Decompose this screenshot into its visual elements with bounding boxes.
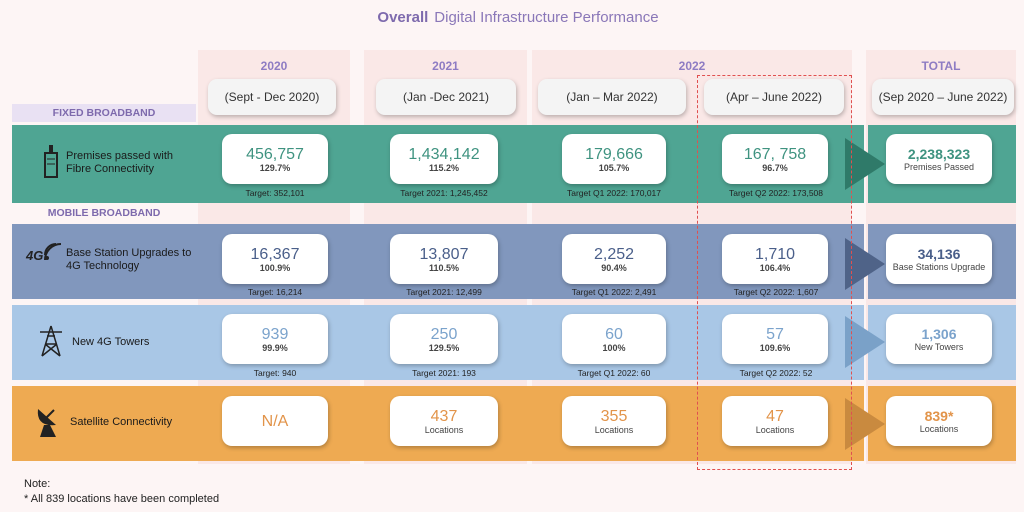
base-2020-card: 16,367 100.9% xyxy=(222,234,328,284)
satellite-2021-card: 437 Locations xyxy=(390,396,498,446)
fibre-2021-pct: 115.2% xyxy=(428,162,460,173)
satellite-q2-caption: Locations xyxy=(755,424,795,435)
row-label-towers: New 4G Towers xyxy=(72,335,150,348)
towers-total-value: 1,306 xyxy=(921,326,957,342)
towers-2021-card: 250 129.5% xyxy=(390,314,498,364)
towers-2021-target: Target 2021: 193 xyxy=(412,368,476,378)
note-heading: Note: xyxy=(24,478,51,490)
satellite-total-caption: Locations xyxy=(919,424,959,434)
towers-2020-target: Target: 940 xyxy=(253,368,297,378)
base-q1-pct: 90.4% xyxy=(601,262,627,273)
year-2022: 2022 xyxy=(678,59,706,73)
base-2021-target: Target 2021: 12,499 xyxy=(406,287,482,297)
fibre-2020-card: 456,757 129.7% xyxy=(222,134,328,184)
row-label-satellite: Satellite Connectivity xyxy=(70,415,173,428)
year-2020: 2020 xyxy=(260,59,288,73)
page-title: Overall Digital Infrastructure Performanc… xyxy=(377,9,659,26)
base-q1-card: 2,252 90.4% xyxy=(562,234,666,284)
highlight-q2-2022 xyxy=(697,75,852,470)
satellite-dish-icon xyxy=(37,409,56,437)
satellite-q1-card: 355 Locations xyxy=(562,396,666,446)
base-total-caption: Base Stations Upgrade xyxy=(892,262,986,272)
base-q2-pct: 106.4% xyxy=(759,262,791,273)
towers-q2-card: 57 109.6% xyxy=(722,314,828,364)
towers-2021-value: 250 xyxy=(430,325,458,343)
towers-2020-pct: 99.9% xyxy=(262,342,288,353)
towers-total-card: 1,306 New Towers xyxy=(886,314,992,364)
note-text: * All 839 locations have been completed xyxy=(24,493,220,505)
base-q1-value: 2,252 xyxy=(593,245,635,263)
fibre-2020-target: Target: 352,101 xyxy=(245,188,305,198)
period-total: (Sep 2020 – June 2022) xyxy=(872,79,1014,115)
fibre-q1-value: 179,666 xyxy=(585,145,643,163)
satellite-q1-value: 355 xyxy=(600,407,628,425)
base-2020-value: 16,367 xyxy=(250,245,300,263)
towers-2020-card: 939 99.9% xyxy=(222,314,328,364)
base-2021-value: 13,807 xyxy=(419,245,469,263)
fibre-q1-card: 179,666 105.7% xyxy=(562,134,666,184)
fibre-2021-card: 1,434,142 115.2% xyxy=(390,134,498,184)
period-2021: (Jan -Dec 2021) xyxy=(376,79,516,115)
base-2021-pct: 110.5% xyxy=(428,262,460,273)
base-q2-value: 1,710 xyxy=(754,245,796,263)
section-mobile-broadband: MOBILE BROADBAND xyxy=(47,207,161,219)
row-label-base: Base Station Upgrades to 4G Technology xyxy=(66,247,192,272)
fibre-2020-pct: 129.7% xyxy=(259,162,291,173)
towers-q1-pct: 100% xyxy=(602,342,626,353)
towers-q2-target: Target Q2 2022: 52 xyxy=(739,368,813,378)
satellite-q1-caption: Locations xyxy=(594,424,634,435)
base-q1-target: Target Q1 2022: 2,491 xyxy=(571,287,657,297)
satellite-total-value: 839* xyxy=(924,408,954,424)
section-fixed-broadband: FIXED BROADBAND xyxy=(12,104,196,122)
base-q2-target: Target Q2 2022: 1,607 xyxy=(733,287,819,297)
base-2021-card: 13,807 110.5% xyxy=(390,234,498,284)
base-q2-card: 1,710 106.4% xyxy=(722,234,828,284)
fibre-q2-value: 167, 758 xyxy=(743,145,807,163)
towers-2020-value: 939 xyxy=(261,325,289,343)
row-label-fibre: Premises passed with Fibre Connectivity xyxy=(66,150,173,175)
fibre-q1-target: Target Q1 2022: 170,017 xyxy=(566,188,662,198)
period-q1-2022: (Jan – Mar 2022) xyxy=(538,79,686,115)
fibre-total-card: 2,238,323 Premises Passed xyxy=(886,134,992,184)
fibre-building-icon xyxy=(44,145,58,178)
year-2021: 2021 xyxy=(432,59,459,73)
tower-icon xyxy=(40,325,62,357)
towers-q2-pct: 109.6% xyxy=(759,342,791,353)
fibre-q2-pct: 96.7% xyxy=(762,162,788,173)
base-2020-pct: 100.9% xyxy=(259,262,291,273)
period-q2-2022: (Apr – June 2022) xyxy=(704,79,844,115)
satellite-q2-value: 47 xyxy=(766,407,784,425)
fibre-q2-card: 167, 758 96.7% xyxy=(722,134,828,184)
year-total: TOTAL xyxy=(921,59,961,73)
fibre-2020-value: 456,757 xyxy=(246,145,304,163)
satellite-2021-caption: Locations xyxy=(424,424,464,435)
fibre-2021-target: Target 2021: 1,245,452 xyxy=(400,188,488,198)
satellite-q2-card: 47 Locations xyxy=(722,396,828,446)
signal-waves-icon xyxy=(44,243,62,261)
base-total-value: 34,136 xyxy=(917,246,961,262)
towers-q1-target: Target Q1 2022: 60 xyxy=(577,368,651,378)
satellite-2021-value: 437 xyxy=(430,407,458,425)
satellite-total-card: 839* Locations xyxy=(886,396,992,446)
period-2020: (Sept - Dec 2020) xyxy=(208,79,336,115)
towers-q1-value: 60 xyxy=(605,325,623,343)
towers-2021-pct: 129.5% xyxy=(428,342,460,353)
fibre-total-caption: Premises Passed xyxy=(903,162,975,172)
fibre-2021-value: 1,434,142 xyxy=(408,145,480,163)
towers-q1-card: 60 100% xyxy=(562,314,666,364)
towers-total-caption: New Towers xyxy=(914,342,964,352)
fibre-q2-target: Target Q2 2022: 173,508 xyxy=(728,188,824,198)
towers-q2-value: 57 xyxy=(766,325,784,343)
satellite-2020-value: N/A xyxy=(261,412,289,430)
fibre-total-value: 2,238,323 xyxy=(907,146,971,162)
4g-signal-icon: 4G xyxy=(26,248,44,263)
base-2020-target: Target: 16,214 xyxy=(247,287,303,297)
base-total-card: 34,136 Base Stations Upgrade xyxy=(886,234,992,284)
fibre-q1-pct: 105.7% xyxy=(598,162,630,173)
satellite-2020-card: N/A xyxy=(222,396,328,446)
